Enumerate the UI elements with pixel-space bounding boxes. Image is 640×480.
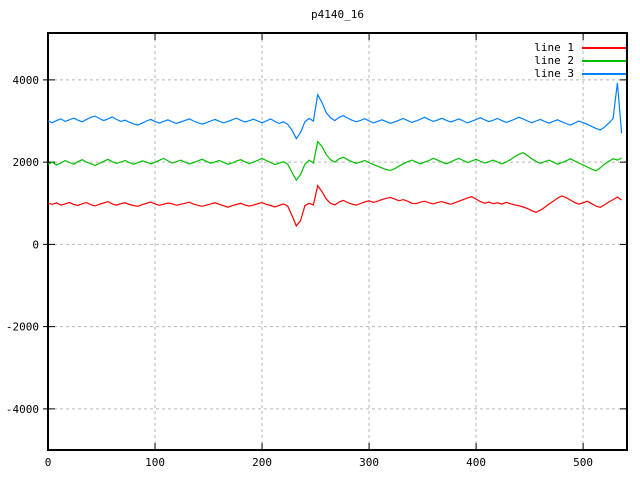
series-line-3 xyxy=(47,82,623,140)
legend-label: line 2 xyxy=(534,54,574,67)
y-tick-label: -2000 xyxy=(6,321,39,334)
plot-border xyxy=(47,32,628,451)
legend-line-sample-icon xyxy=(582,72,626,75)
legend-label: line 1 xyxy=(534,41,574,54)
legend-entry: line 1 xyxy=(534,41,626,54)
chart-title: p4140_16 xyxy=(311,8,364,21)
x-tick-label: 500 xyxy=(573,456,593,469)
y-tick-label: 4000 xyxy=(13,74,40,87)
legend-line-sample-icon xyxy=(582,46,626,49)
x-tick-label: 300 xyxy=(359,456,379,469)
legend-label: line 3 xyxy=(534,67,574,80)
x-tick-label: 400 xyxy=(466,456,486,469)
y-tick-label: -4000 xyxy=(6,403,39,416)
x-tick-label: 0 xyxy=(45,456,52,469)
legend: line 1 line 2 line 3 xyxy=(534,41,626,80)
series-line-2 xyxy=(47,140,622,182)
series-line-1 xyxy=(47,184,622,228)
legend-entry: line 2 xyxy=(534,54,626,67)
y-tick-label: 2000 xyxy=(13,156,40,169)
x-tick-label: 200 xyxy=(252,456,272,469)
legend-entry: line 3 xyxy=(534,67,626,80)
y-tick-label: 0 xyxy=(32,238,39,251)
legend-line-sample-icon xyxy=(582,59,626,62)
x-tick-label: 100 xyxy=(145,456,165,469)
